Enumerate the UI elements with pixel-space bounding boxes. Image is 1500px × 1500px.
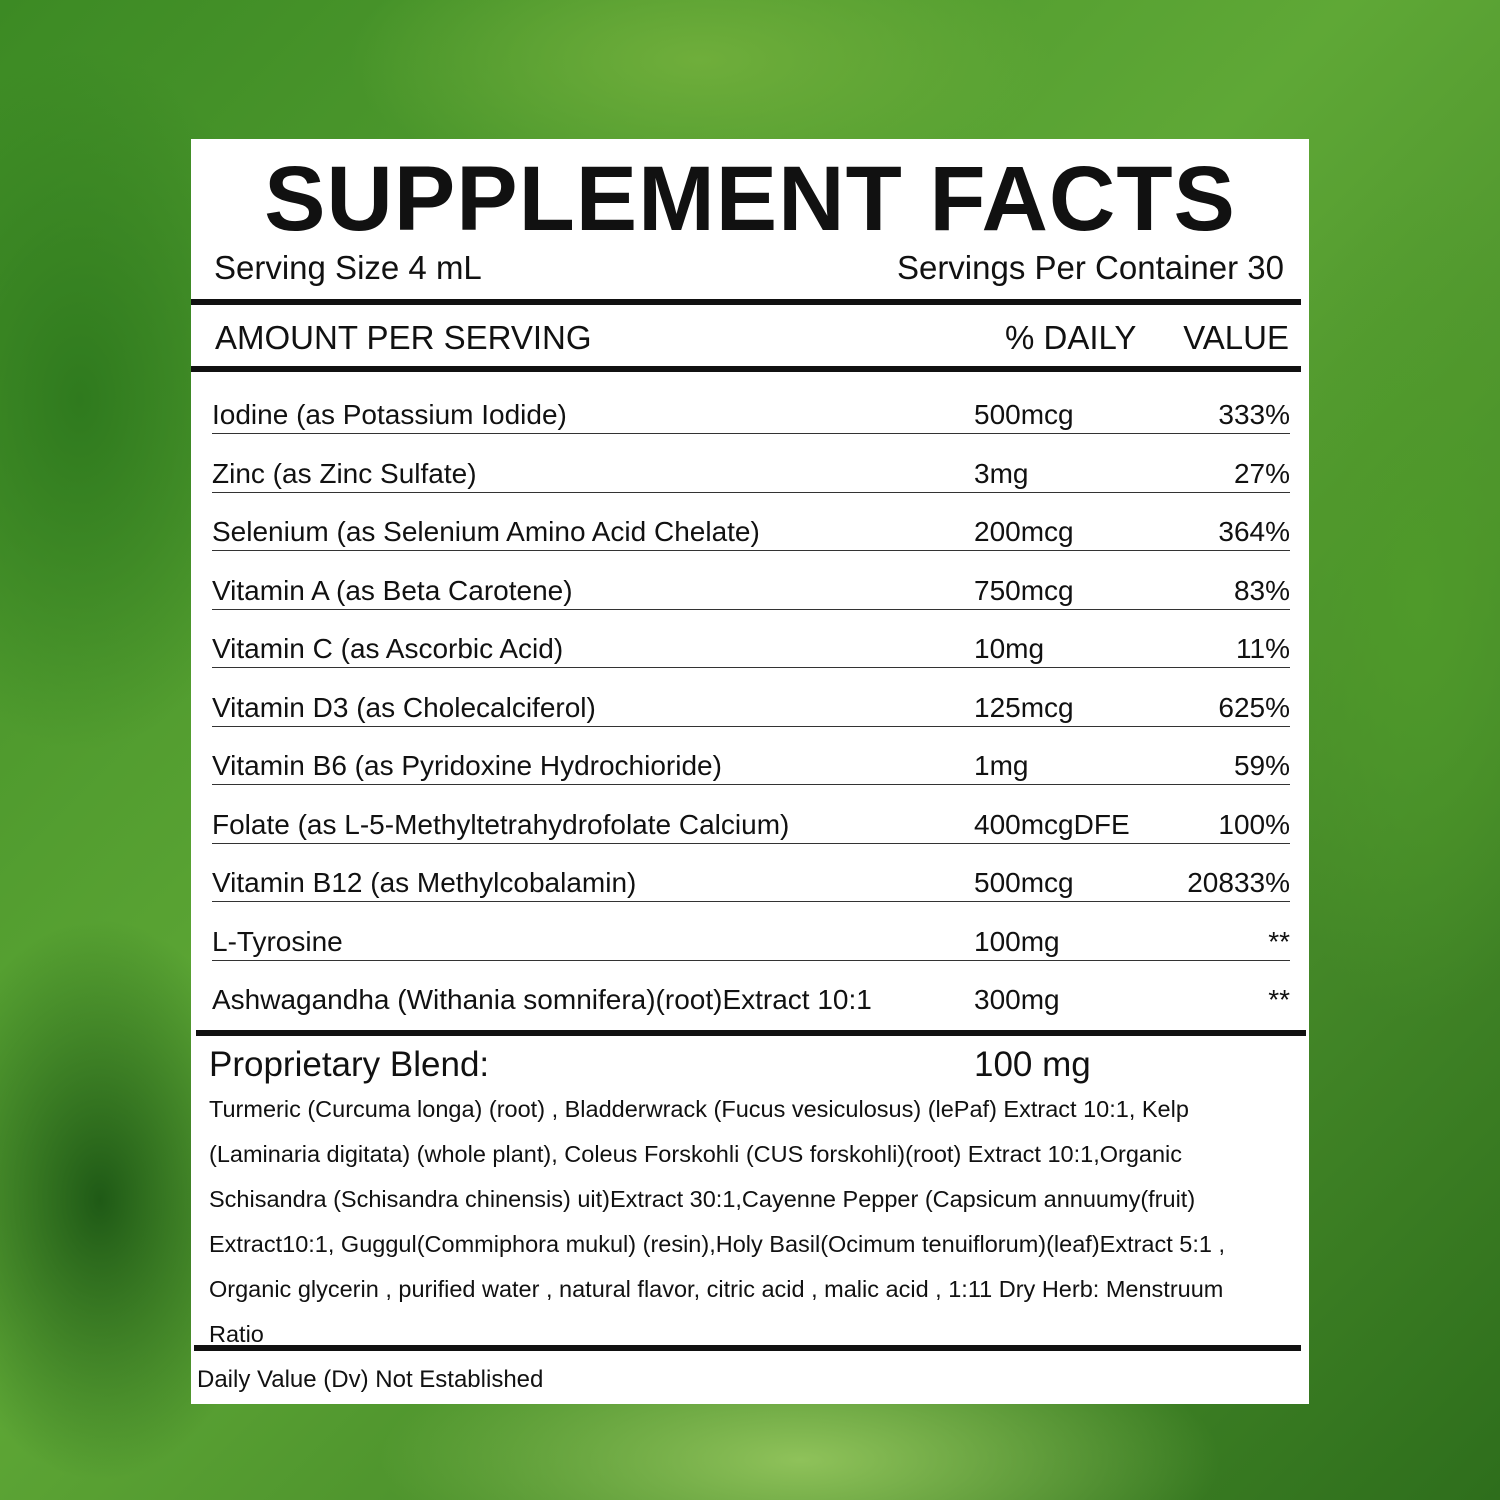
nutrient-row: Vitamin D3 (as Cholecalciferol) 125mcg 625… — [212, 668, 1290, 727]
nutrient-amount: 750mcg — [974, 574, 1074, 606]
divider — [191, 299, 1301, 305]
nutrient-row: Vitamin B6 (as Pyridoxine Hydrochioride)… — [212, 726, 1290, 785]
nutrient-name: Selenium (as Selenium Amino Acid Chelate… — [212, 516, 760, 547]
nutrient-row: L-Tyrosine 100mg ** — [212, 902, 1290, 961]
nutrient-amount: 400mcgDFE — [974, 808, 1130, 840]
nutrient-daily-value: ** — [1268, 984, 1290, 1015]
nutrient-name: Vitamin D3 (as Cholecalciferol) — [212, 691, 596, 723]
nutrient-daily-value: 333% — [1218, 399, 1290, 430]
nutrient-amount: 100mg — [974, 925, 1060, 957]
nutrient-row: Folate (as L-5-Methyltetrahydrofolate Ca… — [212, 785, 1290, 844]
nutrient-amount: 10mg — [974, 633, 1045, 664]
nutrient-daily-value: 83% — [1233, 574, 1290, 606]
nutrient-name: Iodine (as Potassium Iodide) — [212, 399, 567, 430]
nutrient-daily-value: ** — [1268, 925, 1290, 957]
nutrient-row: Iodine (as Potassium Iodide) 500mcg 333% — [212, 375, 1290, 434]
divider — [196, 1030, 1306, 1036]
nutrient-daily-value: 20833% — [1187, 867, 1290, 898]
supplement-facts-panel: SUPPLEMENT FACTS Serving Size 4 mL Servi… — [191, 139, 1309, 1404]
nutrient-row: Zinc (as Zinc Sulfate) 3mg 27% — [212, 434, 1290, 493]
nutrient-name: Zinc (as Zinc Sulfate) — [212, 457, 477, 489]
nutrient-amount: 300mg — [974, 984, 1060, 1015]
nutrient-name: Vitamin C (as Ascorbic Acid) — [212, 633, 564, 664]
nutrient-name: Vitamin A (as Beta Carotene) — [212, 574, 573, 606]
nutrient-row: Vitamin C (as Ascorbic Acid) 10mg 11% — [212, 609, 1290, 668]
nutrient-daily-value: 100% — [1218, 808, 1290, 840]
nutrient-name: L-Tyrosine — [212, 925, 343, 957]
blend-amount: 100 mg — [974, 1045, 1091, 1084]
daily-header: % DAILY — [1005, 319, 1137, 356]
nutrient-row: Vitamin A (as Beta Carotene) 750mcg 83% — [212, 551, 1290, 610]
nutrient-daily-value: 625% — [1218, 691, 1290, 723]
nutrient-row: Vitamin B12 (as Methylcobalamin) 500mcg 20… — [212, 843, 1290, 902]
nutrient-amount: 3mg — [974, 457, 1029, 489]
nutrient-name: Vitamin B6 (as Pyridoxine Hydrochioride) — [212, 750, 722, 781]
servings-per-container: Servings Per Container 30 — [896, 249, 1284, 286]
nutrient-daily-value: 59% — [1233, 750, 1290, 781]
title: SUPPLEMENT FACTS — [264, 148, 1236, 250]
nutrient-row: Selenium (as Selenium Amino Acid Chelate… — [212, 492, 1290, 551]
nutrient-name: Vitamin B12 (as Methylcobalamin) — [212, 867, 637, 898]
footnote: Daily Value (Dv) Not Established — [197, 1366, 544, 1393]
nutrient-name: Ashwagandha (Withania somnifera)(root)Ex… — [212, 984, 872, 1015]
nutrient-amount: 125mcg — [974, 691, 1074, 723]
nutrient-daily-value: 27% — [1233, 457, 1290, 489]
nutrient-amount: 200mcg — [974, 516, 1074, 547]
blend-label: Proprietary Blend: — [209, 1045, 490, 1084]
nutrient-row: Ashwagandha (Withania somnifera)(root)Ex… — [212, 960, 1290, 1018]
blend-ingredients: Turmeric (Curcuma longa) (root) , Bladde… — [209, 1096, 1226, 1347]
divider — [191, 366, 1301, 372]
nutrient-daily-value: 364% — [1218, 516, 1290, 547]
nutrient-amount: 1mg — [974, 750, 1029, 781]
value-header: VALUE — [1183, 319, 1289, 356]
serving-size: Serving Size 4 mL — [214, 249, 482, 286]
nutrient-name: Folate (as L-5-Methyltetrahydrofolate Ca… — [212, 808, 790, 840]
amount-per-serving-header: AMOUNT PER SERVING — [215, 319, 592, 356]
nutrient-amount: 500mcg — [974, 399, 1074, 430]
nutrient-daily-value: 11% — [1236, 633, 1290, 664]
nutrient-amount: 500mcg — [974, 867, 1074, 898]
divider — [194, 1345, 1301, 1351]
